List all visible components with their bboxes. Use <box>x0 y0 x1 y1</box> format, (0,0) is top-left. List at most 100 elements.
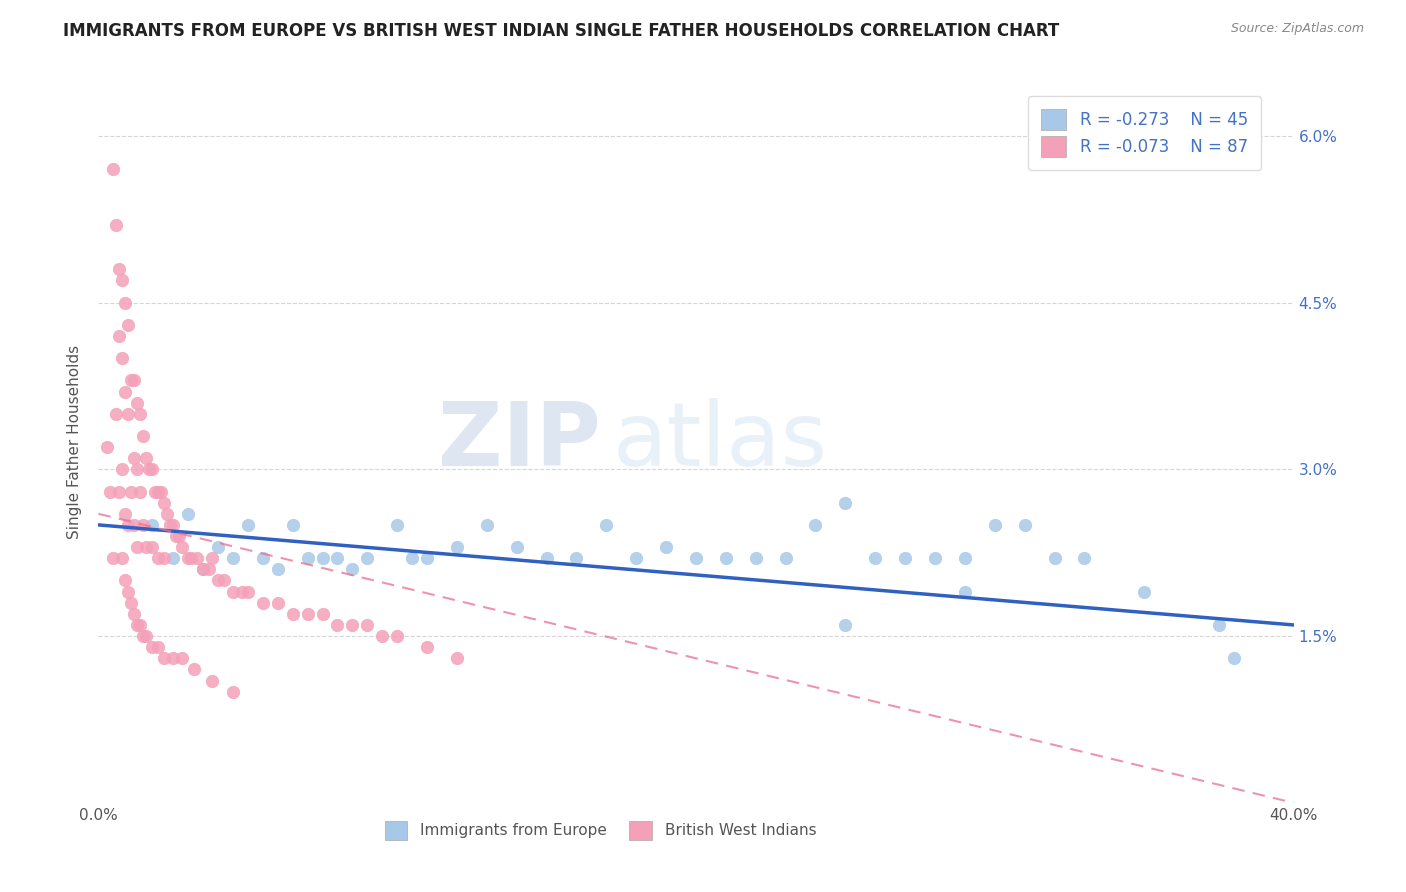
Point <box>103 551 125 566</box>
Point <box>150 484 173 499</box>
Point <box>180 551 202 566</box>
Point <box>148 484 170 499</box>
Point <box>385 629 409 643</box>
Point <box>834 496 856 510</box>
Point <box>129 484 152 499</box>
Point <box>117 318 139 332</box>
Point <box>924 551 946 566</box>
Point <box>1208 618 1230 632</box>
Point <box>120 596 142 610</box>
Point <box>252 596 274 610</box>
Point <box>167 529 190 543</box>
Point <box>186 551 208 566</box>
Point <box>267 562 290 576</box>
Point <box>536 551 558 566</box>
Point <box>114 384 136 399</box>
Point <box>153 551 176 566</box>
Point <box>865 551 887 566</box>
Point <box>127 395 149 409</box>
Point <box>401 551 423 566</box>
Point <box>141 540 163 554</box>
Point <box>127 462 149 476</box>
Point <box>156 507 179 521</box>
Point <box>714 551 737 566</box>
Point <box>96 440 118 454</box>
Point <box>311 607 333 621</box>
Point <box>129 618 152 632</box>
Point <box>108 262 131 277</box>
Point <box>129 407 152 421</box>
Point <box>124 517 146 532</box>
Point <box>252 551 274 566</box>
Point <box>127 540 149 554</box>
Point <box>162 651 184 665</box>
Point <box>595 517 617 532</box>
Point <box>1133 584 1156 599</box>
Point <box>111 551 134 566</box>
Point <box>201 551 224 566</box>
Point <box>124 451 146 466</box>
Point <box>141 462 163 476</box>
Point <box>326 618 349 632</box>
Point <box>342 562 364 576</box>
Point <box>98 484 122 499</box>
Point <box>356 551 378 566</box>
Point <box>1043 551 1066 566</box>
Point <box>132 629 155 643</box>
Point <box>141 517 163 532</box>
Point <box>236 584 259 599</box>
Point <box>267 596 290 610</box>
Point <box>804 517 827 532</box>
Point <box>506 540 529 554</box>
Point <box>655 540 678 554</box>
Point <box>446 540 468 554</box>
Point <box>103 162 125 177</box>
Point <box>1014 517 1036 532</box>
Point <box>172 540 194 554</box>
Point <box>105 218 128 232</box>
Point <box>120 373 142 387</box>
Point <box>201 673 224 688</box>
Point <box>127 618 149 632</box>
Point <box>177 551 200 566</box>
Point <box>111 462 134 476</box>
Point <box>132 517 155 532</box>
Point <box>222 551 245 566</box>
Point <box>153 651 176 665</box>
Point <box>108 329 131 343</box>
Point <box>297 607 319 621</box>
Point <box>141 640 163 655</box>
Point <box>207 540 229 554</box>
Point <box>124 607 146 621</box>
Point <box>371 629 394 643</box>
Point <box>198 562 221 576</box>
Point <box>212 574 235 588</box>
Point <box>342 618 364 632</box>
Point <box>165 529 187 543</box>
Point <box>356 618 378 632</box>
Text: atlas: atlas <box>613 398 828 485</box>
Point <box>153 496 176 510</box>
Point <box>148 551 170 566</box>
Point <box>326 551 349 566</box>
Point <box>183 662 205 676</box>
Point <box>191 562 214 576</box>
Point <box>111 351 134 366</box>
Point <box>114 295 136 310</box>
Text: IMMIGRANTS FROM EUROPE VS BRITISH WEST INDIAN SINGLE FATHER HOUSEHOLDS CORRELATI: IMMIGRANTS FROM EUROPE VS BRITISH WEST I… <box>63 22 1060 40</box>
Point <box>117 584 139 599</box>
Point <box>159 517 181 532</box>
Point <box>626 551 648 566</box>
Point <box>745 551 768 566</box>
Point <box>953 551 976 566</box>
Point <box>114 574 136 588</box>
Point <box>894 551 917 566</box>
Point <box>236 517 259 532</box>
Point <box>834 618 856 632</box>
Legend: Immigrants from Europe, British West Indians: Immigrants from Europe, British West Ind… <box>378 815 823 846</box>
Point <box>385 517 409 532</box>
Point <box>120 484 142 499</box>
Point <box>172 651 194 665</box>
Point <box>1073 551 1095 566</box>
Point <box>191 562 214 576</box>
